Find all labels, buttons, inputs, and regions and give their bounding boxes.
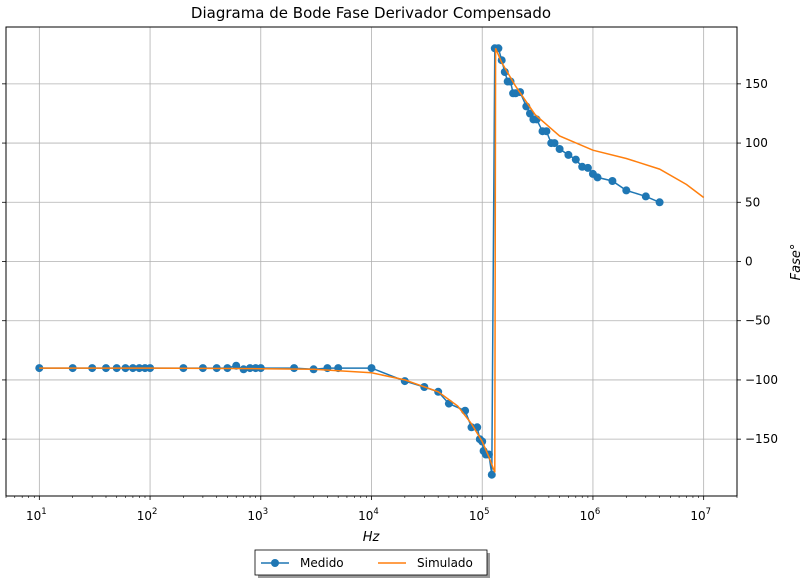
x-tick-label: 101 — [26, 507, 47, 523]
data-point-medido — [290, 364, 299, 373]
data-point-medido — [542, 127, 551, 136]
y-tick-label: −150 — [745, 432, 778, 446]
legend-simulado-label: Simulado — [417, 556, 473, 570]
grid-layer — [6, 27, 737, 496]
legend-medido-label: Medido — [300, 556, 344, 570]
x-tick-label: 102 — [137, 507, 158, 523]
y-tick-label: 150 — [745, 77, 768, 91]
legend-box — [254, 549, 488, 576]
x-tick-label: 105 — [469, 507, 490, 523]
x-tick-label: 103 — [247, 507, 268, 523]
data-point-medido — [593, 173, 602, 182]
y-axis-label: Fase° — [789, 244, 804, 281]
data-point-medido — [641, 192, 650, 201]
data-point-medido — [487, 470, 496, 479]
data-point-medido — [583, 163, 592, 172]
data-point-medido — [608, 177, 617, 185]
data-point-medido — [571, 155, 580, 164]
data-point-medido — [564, 150, 573, 159]
data-point-medido — [232, 361, 241, 370]
data-point-medido — [467, 423, 476, 432]
series-line-simulado — [39, 48, 705, 473]
legend: Medido Simulado — [254, 549, 490, 578]
data-point-medido — [555, 145, 564, 153]
x-tick-label: 106 — [580, 507, 601, 523]
data-point-medido — [655, 198, 664, 207]
y-tick-label: −100 — [745, 373, 778, 387]
chart-title: Diagrama de Bode Fase Derivador Compensa… — [191, 4, 551, 22]
legend-medido-marker — [271, 559, 279, 567]
y-tick-label: 100 — [745, 136, 768, 150]
y-tick-label: 0 — [745, 255, 753, 269]
x-axis-label: Hz — [363, 530, 381, 545]
axis-layer: 101 102 103 104 105 106 107 −150 −100 −50 0 50 100 15… — [2, 77, 778, 523]
series-layer — [35, 44, 705, 479]
data-point-medido — [367, 364, 376, 373]
y-tick-label: 50 — [745, 195, 760, 209]
y-tick-label: −50 — [745, 314, 770, 328]
data-point-medido — [622, 186, 631, 195]
data-point-medido — [461, 406, 470, 415]
x-tick-label: 107 — [690, 507, 711, 523]
x-tick-label: 104 — [358, 507, 379, 523]
data-point-medido — [526, 109, 534, 118]
data-point-medido — [550, 139, 559, 148]
